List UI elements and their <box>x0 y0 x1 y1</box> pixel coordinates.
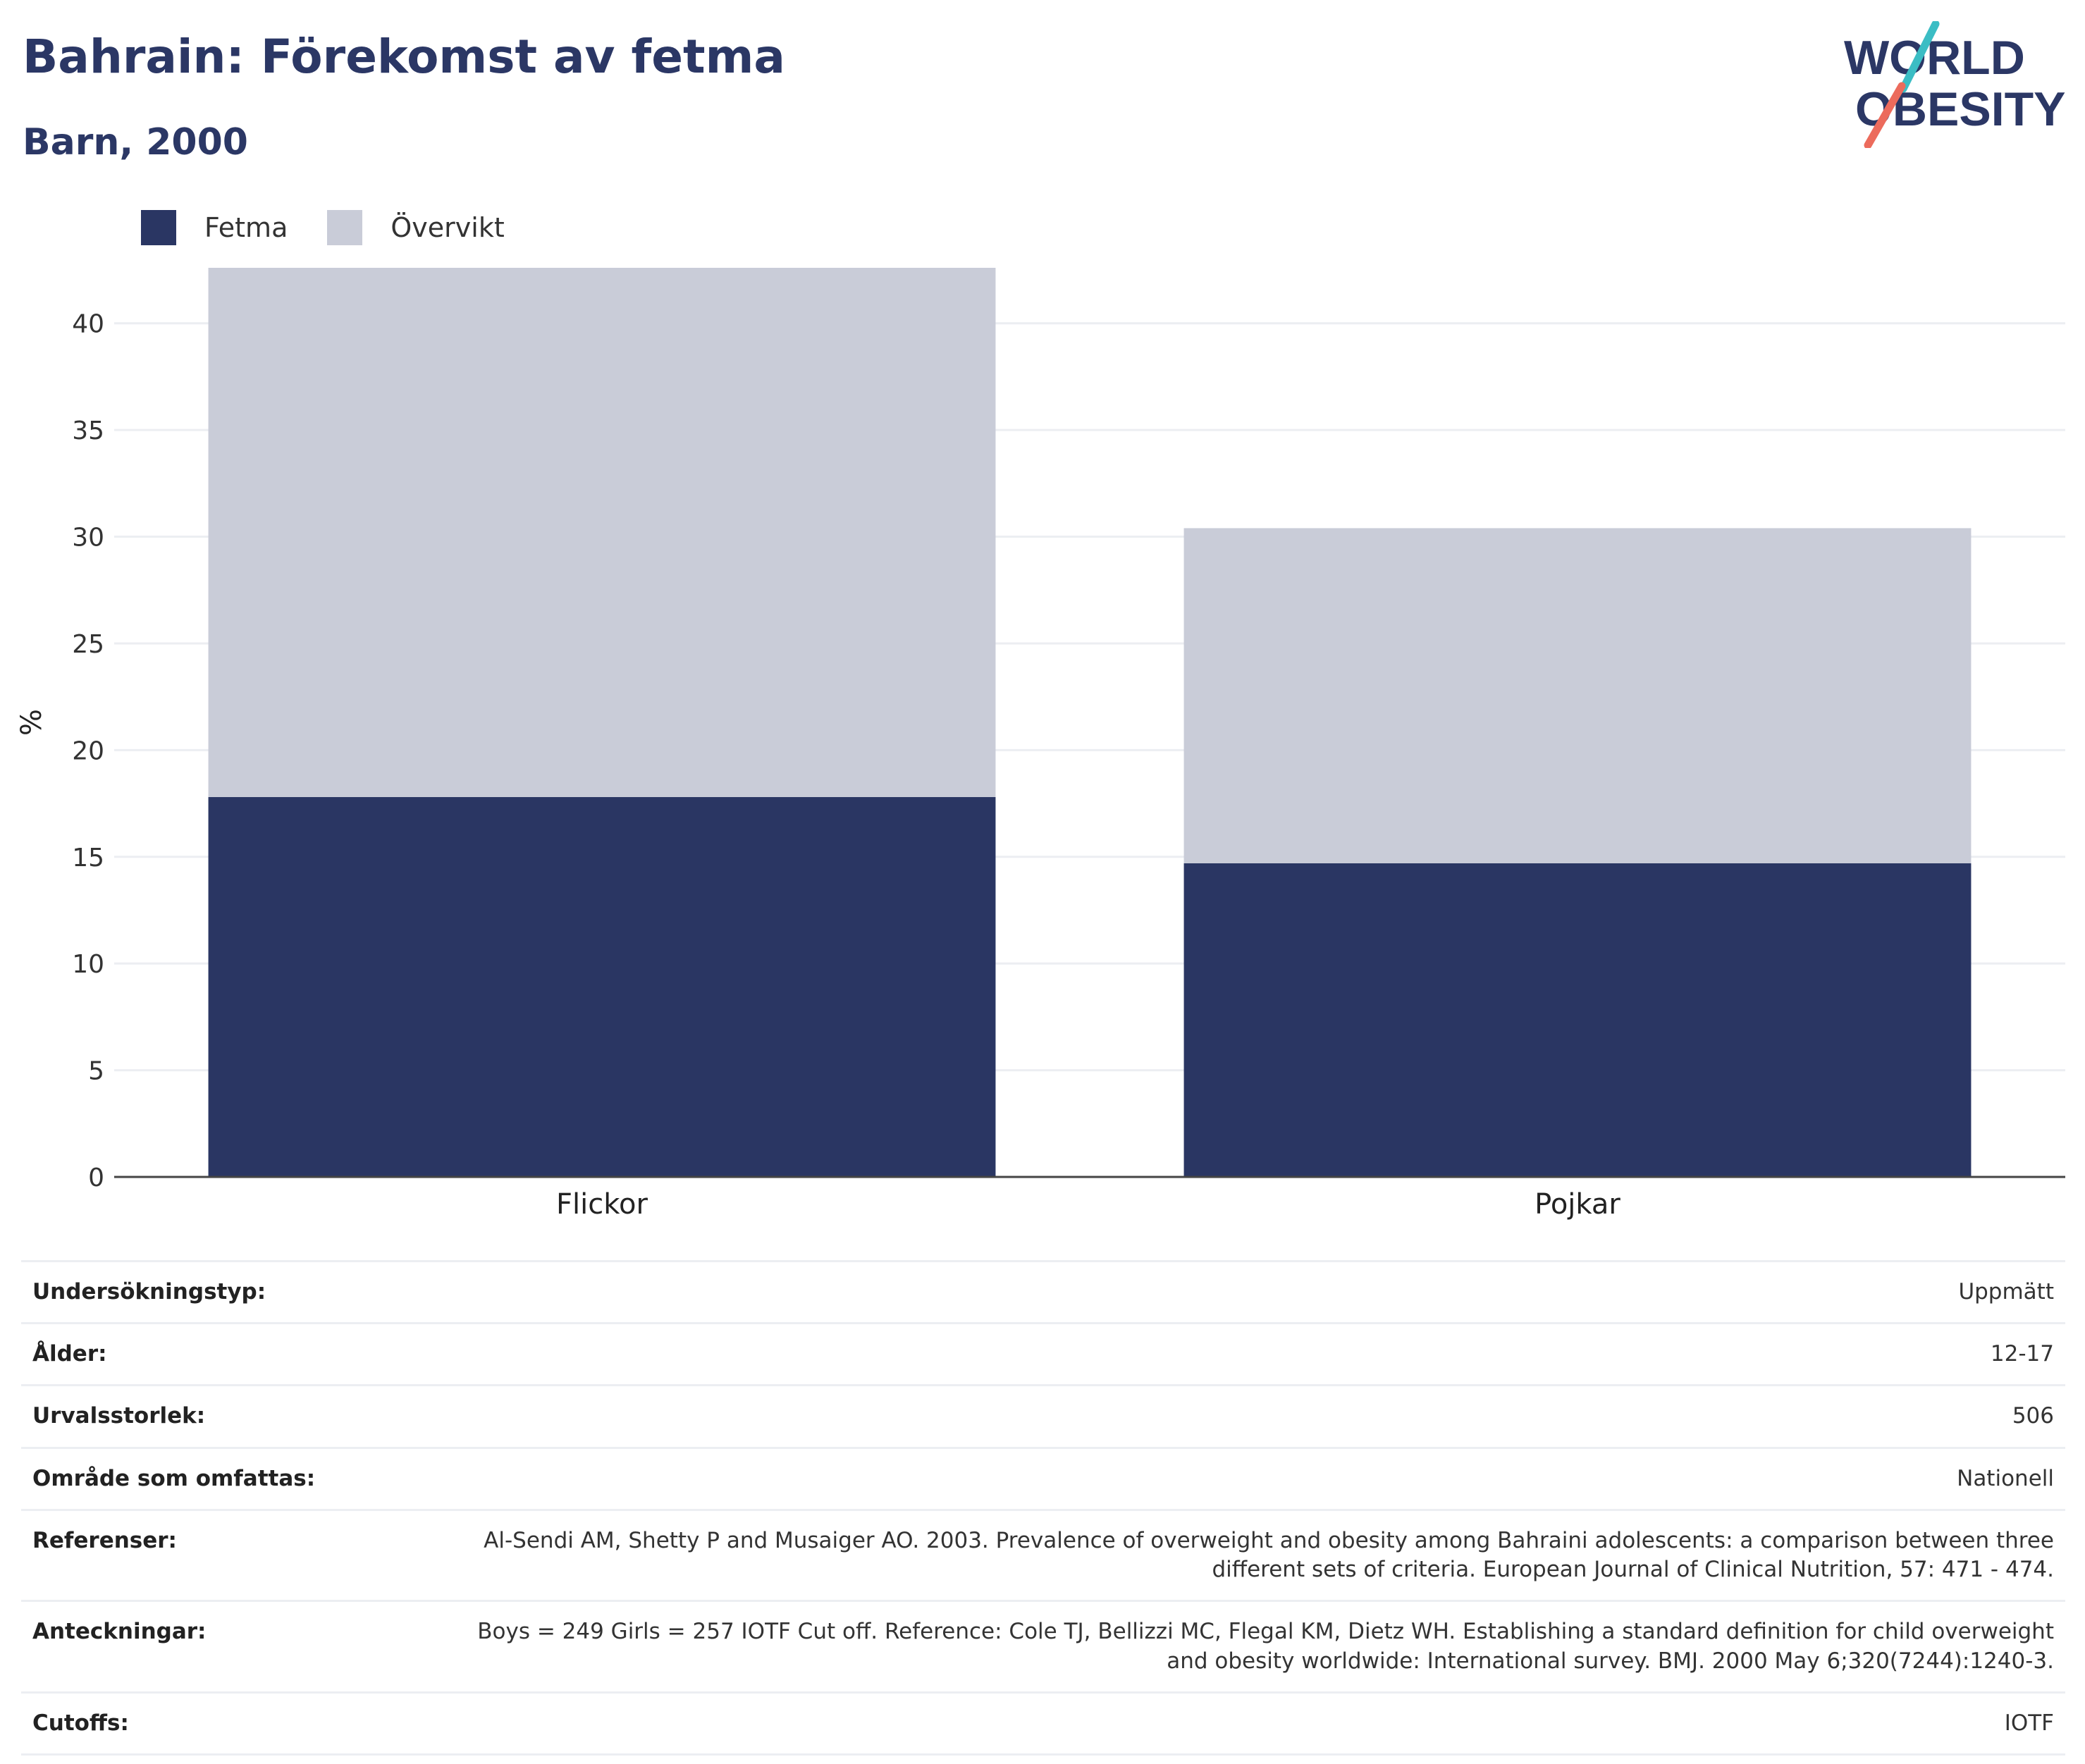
logo-slash-coral <box>1864 82 1906 148</box>
info-value: IOTF <box>438 1691 2065 1756</box>
bar-fetma-pojkar <box>1183 863 1972 1177</box>
page-subtitle: Barn, 2000 <box>23 121 248 164</box>
info-value: 12-17 <box>438 1322 2065 1386</box>
y-tick-label: 35 <box>72 417 104 445</box>
legend-item-fetma[interactable]: Fetma <box>141 210 288 245</box>
y-tick-label: 40 <box>72 310 104 339</box>
info-key: Urvalsstorlek: <box>21 1384 438 1448</box>
info-key: Undersökningstyp: <box>21 1259 438 1324</box>
x-tick-label: Pojkar <box>1534 1188 1620 1221</box>
info-value: Al-Sendi AM, Shetty P and Musaiger AO. 2… <box>438 1508 2065 1601</box>
info-row-age: Ålder: 12-17 <box>21 1322 2065 1386</box>
legend-label-fetma: Fetma <box>204 212 288 243</box>
legend-swatch-fetma <box>141 210 176 245</box>
world-obesity-logo: WORLD OBESITY <box>1844 21 2066 148</box>
info-row-survey-type: Undersökningstyp: Uppmätt <box>21 1259 2065 1324</box>
bar-chart: 0 5 10 15 20 25 30 35 40 Flickor Pojkar% <box>16 268 2065 1221</box>
bar-overvikt-flickor <box>208 268 996 797</box>
info-key: Ålder: <box>21 1322 438 1386</box>
info-row-area: Område som omfattas: Nationell <box>21 1446 2065 1510</box>
y-tick-label: 0 <box>88 1164 104 1192</box>
info-row-cutoffs: Cutoffs: IOTF <box>21 1691 2065 1756</box>
info-row-notes: Anteckningar: Boys = 249 Girls = 257 IOT… <box>21 1600 2065 1693</box>
y-tick-label: 25 <box>72 630 104 659</box>
bar-overvikt-pojkar <box>1183 528 1972 863</box>
info-row-references: Referenser: Al-Sendi AM, Shetty P and Mu… <box>21 1508 2065 1601</box>
logo-slash-teal <box>1899 21 1940 93</box>
y-tick-label: 5 <box>88 1057 104 1086</box>
info-key: Cutoffs: <box>21 1691 438 1756</box>
y-tick-label: 15 <box>72 844 104 872</box>
page-title: Bahrain: Förekomst av fetma <box>23 30 785 84</box>
info-key: Område som omfattas: <box>21 1446 438 1510</box>
chart-legend: Fetma Övervikt <box>141 209 544 247</box>
info-value: Uppmätt <box>438 1259 2065 1324</box>
legend-swatch-overvikt <box>327 210 363 245</box>
info-value: Boys = 249 Girls = 257 IOTF Cut off. Ref… <box>438 1600 2065 1693</box>
survey-info-table: Undersökningstyp: Uppmätt Ålder: 12-17 U… <box>21 1259 2065 1756</box>
info-value: 506 <box>438 1384 2065 1448</box>
info-key: Referenser: <box>21 1508 438 1601</box>
bar-fetma-flickor <box>208 796 996 1177</box>
y-tick-label: 30 <box>72 524 104 553</box>
x-tick-label: Flickor <box>556 1188 648 1221</box>
info-key: Anteckningar: <box>21 1600 438 1693</box>
y-tick-label: 20 <box>72 736 104 765</box>
logo-line1: WORLD <box>1844 31 2025 85</box>
info-value: Nationell <box>438 1446 2065 1510</box>
y-tick-label: 10 <box>72 950 104 979</box>
legend-item-overvikt[interactable]: Övervikt <box>327 210 505 245</box>
legend-label-overvikt: Övervikt <box>390 212 505 243</box>
y-axis-label: % <box>16 709 48 736</box>
info-row-sample-size: Urvalsstorlek: 506 <box>21 1384 2065 1448</box>
